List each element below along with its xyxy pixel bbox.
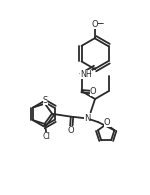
Text: O: O [104, 118, 111, 127]
Text: NH: NH [80, 70, 92, 79]
Text: Cl: Cl [43, 132, 51, 141]
Text: O: O [90, 87, 96, 96]
Text: O: O [92, 20, 98, 29]
Text: S: S [43, 97, 48, 105]
Text: O: O [67, 126, 74, 135]
Text: N: N [84, 114, 90, 123]
